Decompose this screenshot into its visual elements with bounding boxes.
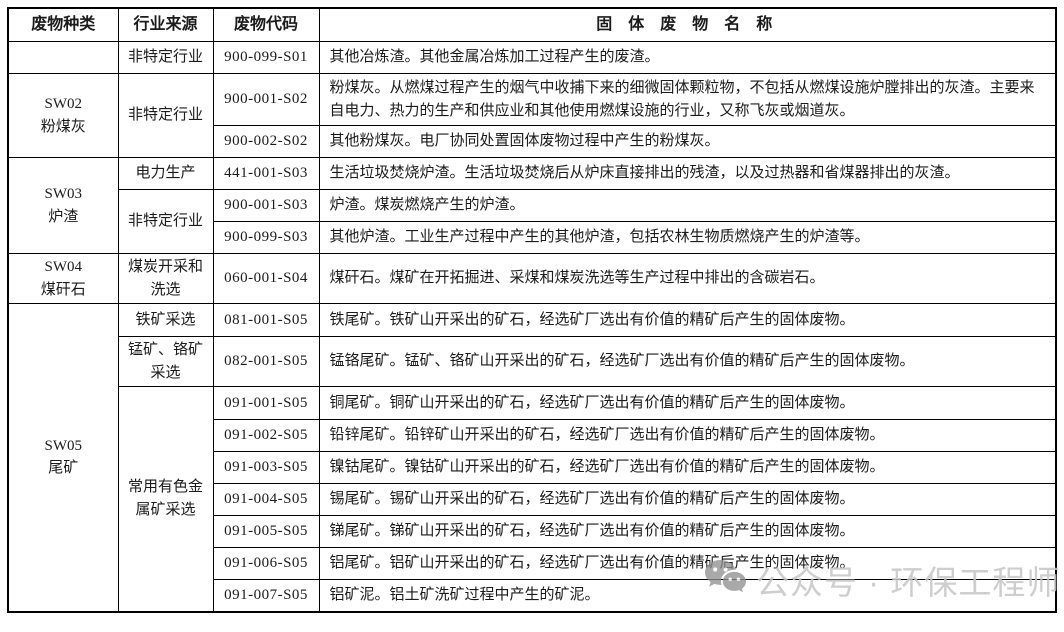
waste-code-cell: 900-002-S02 [212,125,320,158]
waste-code-cell: 900-001-S02 [212,73,320,126]
industry-source-cell: 锰矿、铬矿 采选 [117,336,214,387]
waste-code-cell: 900-001-S03 [212,189,320,222]
waste-type-cell: SW03 炉渣 [7,157,119,254]
col-header-waste-code: 废物代码 [212,7,320,42]
waste-name-cell: 其他炉渣。工业生产过程中产生的其他炉渣，包括农林生物质燃烧产生的炉渣等。 [318,221,1057,254]
waste-code-cell: 060-001-S04 [212,253,320,304]
waste-name-cell: 其他粉煤灰。电厂协同处置固体废物过程中产生的粉煤灰。 [318,125,1057,158]
table-row: 091-003-S05 镍钴尾矿。镍钴矿山开采出的矿石，经选矿厂选出有价值的精矿… [8,451,1057,484]
waste-code-cell: 091-002-S05 [212,419,320,452]
waste-name-cell: 铅锌尾矿。铅锌矿山开采出的矿石，经选矿厂选出有价值的精矿后产生的固体废物。 [318,419,1057,452]
table-row: 常用有色金 属矿采选 091-001-S05 铜尾矿。铜矿山开采出的矿石，经选矿… [8,386,1057,612]
waste-type-cell [7,41,119,74]
table-row: 900-099-S03 其他炉渣。工业生产过程中产生的其他炉渣，包括农林生物质燃… [8,221,1057,254]
waste-name-cell: 铝尾矿。铝矿山开采出的矿石，经选矿厂选出有价值的精矿后产生的固体废物。 [318,547,1057,580]
waste-type-cell: SW04 煤矸石 [7,253,119,304]
waste-code-cell: 900-099-S03 [212,221,320,254]
industry-source-cell: 非特定行业 [117,189,214,254]
industry-source-cell: 非特定行业 [117,73,214,158]
table-row: 锰矿、铬矿 采选 082-001-S05 锰铬尾矿。锰矿、铬矿山开采出的矿石，经… [8,336,1057,387]
waste-code-cell: 091-004-S05 [212,483,320,516]
waste-code-cell: 091-003-S05 [212,451,320,484]
waste-code-cell: 091-007-S05 [212,579,320,612]
industry-source-cell: 电力生产 [117,157,214,190]
waste-code-cell: 091-001-S05 [212,386,320,420]
col-header-waste-type: 废物种类 [7,7,119,42]
waste-code-cell: 091-006-S05 [212,547,320,580]
table-row: 900-002-S02 其他粉煤灰。电厂协同处置固体废物过程中产生的粉煤灰。 [8,125,1057,158]
waste-code-cell: 082-001-S05 [212,336,320,387]
table-row: SW04 煤矸石 煤炭开采和 洗选 060-001-S04 煤矸石。煤矿在开拓掘… [7,253,1057,304]
table-row: SW05 尾矿 铁矿采选 081-001-S05 铁尾矿。铁矿山开采出的矿石，经… [7,303,1057,612]
table-row: 091-005-S05 锑尾矿。锑矿山开采出的矿石，经选矿厂选出有价值的精矿后产… [8,515,1057,548]
waste-name-cell: 铁尾矿。铁矿山开采出的矿石，经选矿厂选出有价值的精矿后产生的固体废物。 [318,303,1057,337]
waste-name-cell: 铝矿泥。铝土矿洗矿过程中产生的矿泥。 [318,579,1057,612]
waste-code-cell: 900-099-S01 [212,41,320,74]
industry-source-cell: 煤炭开采和 洗选 [117,253,214,304]
waste-name-cell: 锰铬尾矿。锰矿、铬矿山开采出的矿石，经选矿厂选出有价值的精矿后产生的固体废物。 [318,336,1057,387]
waste-name-cell: 炉渣。煤炭燃烧产生的炉渣。 [318,189,1057,222]
waste-name-cell: 其他冶炼渣。其他金属冶炼加工过程产生的废渣。 [318,41,1057,74]
solid-waste-table: 废物种类 行业来源 废物代码 固 体 废 物 名 称 非特定行业 900-099… [7,7,1057,613]
waste-name-cell: 镍钴尾矿。镍钴矿山开采出的矿石，经选矿厂选出有价值的精矿后产生的固体废物。 [318,451,1057,484]
waste-name-cell: 锑尾矿。锑矿山开采出的矿石，经选矿厂选出有价值的精矿后产生的固体废物。 [318,515,1057,548]
col-header-waste-name: 固 体 废 物 名 称 [318,7,1057,42]
waste-name-cell: 粉煤灰。从燃煤过程产生的烟气中收捕下来的细微固体颗粒物，不包括从燃煤设施炉膛排出… [318,73,1057,126]
table-header-row: 废物种类 行业来源 废物代码 固 体 废 物 名 称 [7,7,1057,42]
industry-source-cell: 常用有色金 属矿采选 [117,386,214,612]
table-row: 非特定行业 900-099-S01 其他冶炼渣。其他金属冶炼加工过程产生的废渣。 [7,41,1057,74]
waste-name-cell: 煤矸石。煤矿在开拓掘进、采煤和煤炭洗选等生产过程中排出的含碳岩石。 [318,253,1057,304]
waste-code-cell: 081-001-S05 [212,303,320,337]
table-row: SW02 粉煤灰 非特定行业 900-001-S02 粉煤灰。从燃煤过程产生的烟… [7,73,1057,158]
waste-name-cell: 铜尾矿。铜矿山开采出的矿石，经选矿厂选出有价值的精矿后产生的固体废物。 [318,386,1057,420]
industry-source-cell: 非特定行业 [117,41,214,74]
table-row: 非特定行业 900-001-S03 炉渣。煤炭燃烧产生的炉渣。 [8,189,1057,254]
waste-name-cell: 锡尾矿。锡矿山开采出的矿石，经选矿厂选出有价值的精矿后产生的固体废物。 [318,483,1057,516]
waste-code-cell: 091-005-S05 [212,515,320,548]
waste-type-cell: SW02 粉煤灰 [7,73,119,158]
table-row: 091-002-S05 铅锌尾矿。铅锌矿山开采出的矿石，经选矿厂选出有价值的精矿… [8,419,1057,452]
waste-name-cell: 生活垃圾焚烧炉渣。生活垃圾焚烧后从炉床直接排出的残渣，以及过热器和省煤器排出的灰… [318,157,1057,190]
waste-code-cell: 441-001-S03 [212,157,320,190]
industry-source-cell: 铁矿采选 [117,303,214,337]
table-row: 091-004-S05 锡尾矿。锡矿山开采出的矿石，经选矿厂选出有价值的精矿后产… [8,483,1057,516]
col-header-industry-source: 行业来源 [117,7,214,42]
table-row: 091-007-S05 铝矿泥。铝土矿洗矿过程中产生的矿泥。 [8,579,1057,612]
waste-type-cell: SW05 尾矿 [7,303,119,612]
table-row: SW03 炉渣 电力生产 441-001-S03 生活垃圾焚烧炉渣。生活垃圾焚烧… [7,157,1057,254]
